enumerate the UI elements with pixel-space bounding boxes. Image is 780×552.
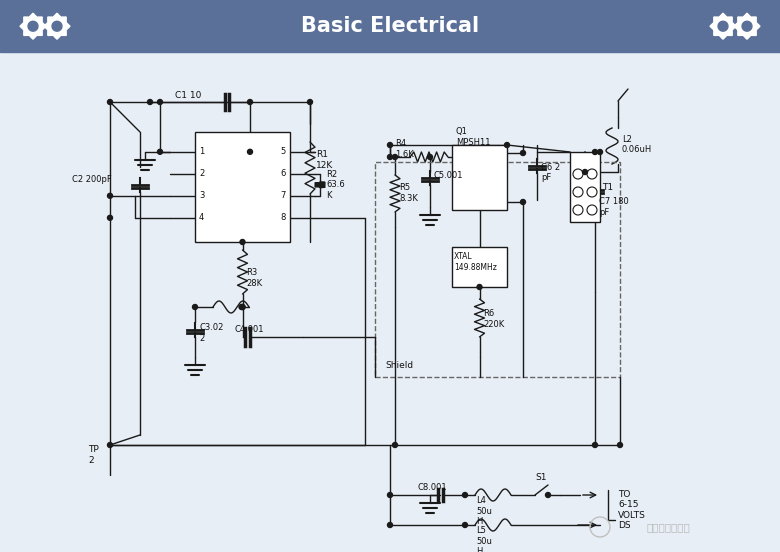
Text: R5
8.3K: R5 8.3K bbox=[399, 183, 418, 203]
Text: T1: T1 bbox=[602, 183, 613, 192]
Polygon shape bbox=[718, 22, 728, 31]
Circle shape bbox=[463, 523, 467, 528]
Text: C7 180
pF: C7 180 pF bbox=[599, 197, 629, 217]
Circle shape bbox=[108, 443, 112, 448]
Text: Shield: Shield bbox=[385, 360, 413, 369]
Bar bbox=[375, 162, 620, 377]
Text: S1: S1 bbox=[535, 473, 547, 481]
Text: 5: 5 bbox=[280, 147, 285, 156]
Bar bbox=[452, 247, 507, 287]
Circle shape bbox=[520, 151, 526, 156]
Circle shape bbox=[247, 149, 253, 155]
Circle shape bbox=[240, 240, 245, 245]
Text: 贺泽电子设计图: 贺泽电子设计图 bbox=[647, 522, 690, 532]
Circle shape bbox=[593, 443, 597, 448]
Text: 8: 8 bbox=[280, 213, 285, 222]
Bar bbox=[570, 152, 600, 222]
Polygon shape bbox=[710, 13, 736, 39]
Circle shape bbox=[239, 305, 244, 310]
Text: C8.001: C8.001 bbox=[417, 482, 447, 491]
Text: L4
50u
H: L4 50u H bbox=[476, 496, 492, 526]
Circle shape bbox=[477, 284, 482, 289]
Text: C2 200pF: C2 200pF bbox=[72, 175, 112, 184]
Circle shape bbox=[593, 150, 597, 155]
Text: 2: 2 bbox=[199, 169, 204, 178]
Circle shape bbox=[388, 492, 392, 497]
Text: 3: 3 bbox=[199, 192, 204, 200]
Circle shape bbox=[427, 155, 432, 160]
Text: 4: 4 bbox=[199, 213, 204, 222]
Text: R2
63.6
K: R2 63.6 K bbox=[326, 170, 345, 200]
Circle shape bbox=[307, 99, 313, 104]
Text: C1 10: C1 10 bbox=[175, 92, 201, 100]
Polygon shape bbox=[20, 13, 46, 39]
Circle shape bbox=[392, 443, 398, 448]
Text: C5.001: C5.001 bbox=[434, 171, 463, 179]
Polygon shape bbox=[28, 22, 38, 31]
Circle shape bbox=[147, 99, 153, 104]
Text: L5
50u
H: L5 50u H bbox=[476, 526, 492, 552]
Circle shape bbox=[388, 155, 392, 160]
Circle shape bbox=[247, 99, 253, 104]
Text: R1
12K: R1 12K bbox=[316, 150, 333, 169]
Circle shape bbox=[388, 142, 392, 147]
Circle shape bbox=[618, 443, 622, 448]
Text: R3
28K: R3 28K bbox=[246, 268, 263, 288]
Bar bbox=[195, 132, 290, 242]
Bar bbox=[452, 145, 507, 210]
Circle shape bbox=[597, 150, 602, 155]
Polygon shape bbox=[52, 22, 62, 31]
Text: 6: 6 bbox=[280, 169, 285, 178]
Text: Q1
MPSH11: Q1 MPSH11 bbox=[456, 128, 491, 147]
Polygon shape bbox=[44, 13, 70, 39]
Circle shape bbox=[505, 142, 509, 147]
Circle shape bbox=[388, 523, 392, 528]
Bar bbox=[0, 0, 780, 52]
Text: R6
220K: R6 220K bbox=[484, 309, 505, 328]
Circle shape bbox=[583, 169, 587, 174]
Polygon shape bbox=[742, 22, 752, 31]
Text: 7: 7 bbox=[280, 192, 285, 200]
Text: C4.001: C4.001 bbox=[235, 325, 264, 333]
Text: C3.02
2: C3.02 2 bbox=[199, 323, 223, 343]
Text: TO
6-15
VOLTS
DS: TO 6-15 VOLTS DS bbox=[618, 490, 646, 530]
Text: TP
2: TP 2 bbox=[88, 445, 99, 465]
Text: Basic Electrical: Basic Electrical bbox=[301, 16, 479, 36]
Text: C6 2
pF: C6 2 pF bbox=[541, 163, 560, 182]
Circle shape bbox=[520, 199, 526, 204]
Circle shape bbox=[108, 99, 112, 104]
Circle shape bbox=[392, 155, 398, 160]
Text: XTAL
149.88MHz: XTAL 149.88MHz bbox=[454, 252, 497, 272]
Circle shape bbox=[108, 193, 112, 198]
Circle shape bbox=[108, 215, 112, 220]
Text: 1: 1 bbox=[199, 147, 204, 156]
Circle shape bbox=[463, 492, 467, 497]
Text: L2
0.06uH: L2 0.06uH bbox=[622, 135, 652, 154]
Circle shape bbox=[158, 99, 162, 104]
Circle shape bbox=[158, 149, 162, 155]
Polygon shape bbox=[734, 13, 760, 39]
Circle shape bbox=[240, 305, 245, 310]
Circle shape bbox=[545, 492, 551, 497]
Circle shape bbox=[240, 305, 245, 310]
Circle shape bbox=[193, 305, 197, 310]
Text: R4
1.6K: R4 1.6K bbox=[395, 139, 413, 159]
